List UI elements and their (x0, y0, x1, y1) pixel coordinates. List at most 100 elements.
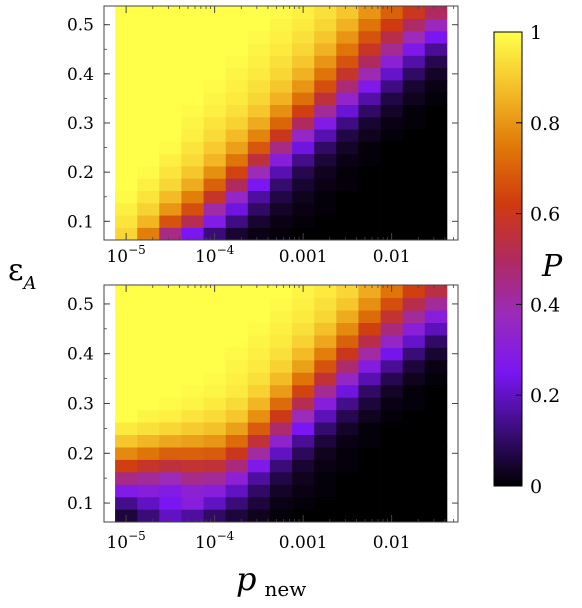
heatmap-cell (159, 19, 182, 32)
heatmap-cell (314, 447, 337, 460)
heatmap-cell (292, 323, 315, 336)
heatmap-cell (336, 6, 359, 19)
heatmap-cell (226, 285, 249, 298)
heatmap-cell (181, 472, 204, 485)
heatmap-cell (270, 323, 293, 336)
heatmap-cell (336, 335, 359, 348)
heatmap-cell (292, 360, 315, 373)
heatmap-cell (381, 422, 404, 435)
heatmap-cell (204, 323, 227, 336)
heatmap-cell (336, 397, 359, 410)
heatmap-cell (314, 285, 337, 298)
heatmap-cell (159, 310, 182, 323)
heatmap-cell (270, 154, 293, 167)
heatmap-cell (336, 68, 359, 81)
heatmap-cell (403, 335, 426, 348)
heatmap-cell (403, 80, 426, 93)
heatmap-cell (270, 385, 293, 398)
heatmap-cell (292, 447, 315, 460)
heatmap-cell (336, 285, 359, 298)
heatmap-cell (270, 166, 293, 179)
heatmap-cell (226, 460, 249, 473)
heatmap-cell (381, 460, 404, 473)
x-tick-label: 0.01 (373, 247, 411, 267)
heatmap-cell (381, 19, 404, 32)
heatmap-cell (425, 484, 448, 497)
heatmap-cell (159, 435, 182, 448)
heatmap-cell (115, 484, 138, 497)
heatmap-cell (314, 360, 337, 373)
heatmap-cell (358, 497, 381, 510)
heatmap-cell (159, 215, 182, 228)
heatmap-cell (425, 19, 448, 32)
heatmap-cell (226, 129, 249, 142)
heatmap-cell (270, 80, 293, 93)
heatmap-cell (248, 347, 271, 360)
heatmap-cell (358, 55, 381, 68)
heatmap-cell (159, 191, 182, 204)
heatmap-cell (159, 410, 182, 423)
heatmap-cell (381, 129, 404, 142)
heatmap-cell (403, 117, 426, 130)
heatmap-cell (358, 310, 381, 323)
heatmap-cell (403, 298, 426, 311)
heatmap-cell (270, 215, 293, 228)
heatmap-cell (425, 154, 448, 167)
heatmap-cell (314, 335, 337, 348)
heatmap-cell (292, 460, 315, 473)
heatmap-cell (358, 31, 381, 44)
heatmap-cell (292, 335, 315, 348)
heatmap-cell (358, 335, 381, 348)
heatmap-cell (314, 43, 337, 56)
heatmap-cell (115, 129, 138, 142)
heatmap-cell (403, 397, 426, 410)
heatmap-cell (137, 129, 160, 142)
heatmap-cell (159, 166, 182, 179)
heatmap-cell (336, 385, 359, 398)
heatmap-cell (137, 19, 160, 32)
heatmap-cells-bottom (115, 285, 447, 522)
heatmap-cell (115, 141, 138, 154)
heatmap-cell (270, 92, 293, 105)
heatmap-cell (425, 215, 448, 228)
heatmap-cell (159, 484, 182, 497)
heatmap-cell (425, 509, 448, 522)
x-axis-label: p new (236, 560, 306, 601)
heatmap-cell (137, 298, 160, 311)
heatmap-cell (226, 435, 249, 448)
heatmap-cell (181, 92, 204, 105)
heatmap-cell (137, 31, 160, 44)
heatmap-cell (381, 80, 404, 93)
x-tick-label: 0.001 (279, 533, 328, 553)
heatmap-cell (403, 6, 426, 19)
heatmap-cell (226, 43, 249, 56)
y-axis-label: εA (8, 253, 37, 294)
heatmap-cell (314, 129, 337, 142)
heatmap-cell (137, 6, 160, 19)
heatmap-cell (336, 31, 359, 44)
heatmap-cell (314, 372, 337, 385)
heatmap-cell (204, 372, 227, 385)
heatmap-cell (159, 397, 182, 410)
heatmap-cell (248, 6, 271, 19)
heatmap-cell (137, 509, 160, 522)
heatmap-cell (425, 298, 448, 311)
heatmap-cell (137, 460, 160, 473)
heatmap-cell (358, 117, 381, 130)
heatmap-cell (314, 6, 337, 19)
heatmap-cell (248, 105, 271, 118)
heatmap-cell (403, 484, 426, 497)
heatmap-cell (403, 410, 426, 423)
heatmap-cell (403, 191, 426, 204)
heatmap-cell (248, 203, 271, 216)
heatmap-cell (204, 80, 227, 93)
heatmap-cell (292, 141, 315, 154)
heatmap-cell (137, 347, 160, 360)
heatmap-cell (204, 335, 227, 348)
heatmap-cell (115, 372, 138, 385)
heatmap-cell (226, 484, 249, 497)
heatmap-cell (115, 397, 138, 410)
heatmap-cell (159, 472, 182, 485)
heatmap-cell (425, 422, 448, 435)
heatmap-cell (159, 129, 182, 142)
